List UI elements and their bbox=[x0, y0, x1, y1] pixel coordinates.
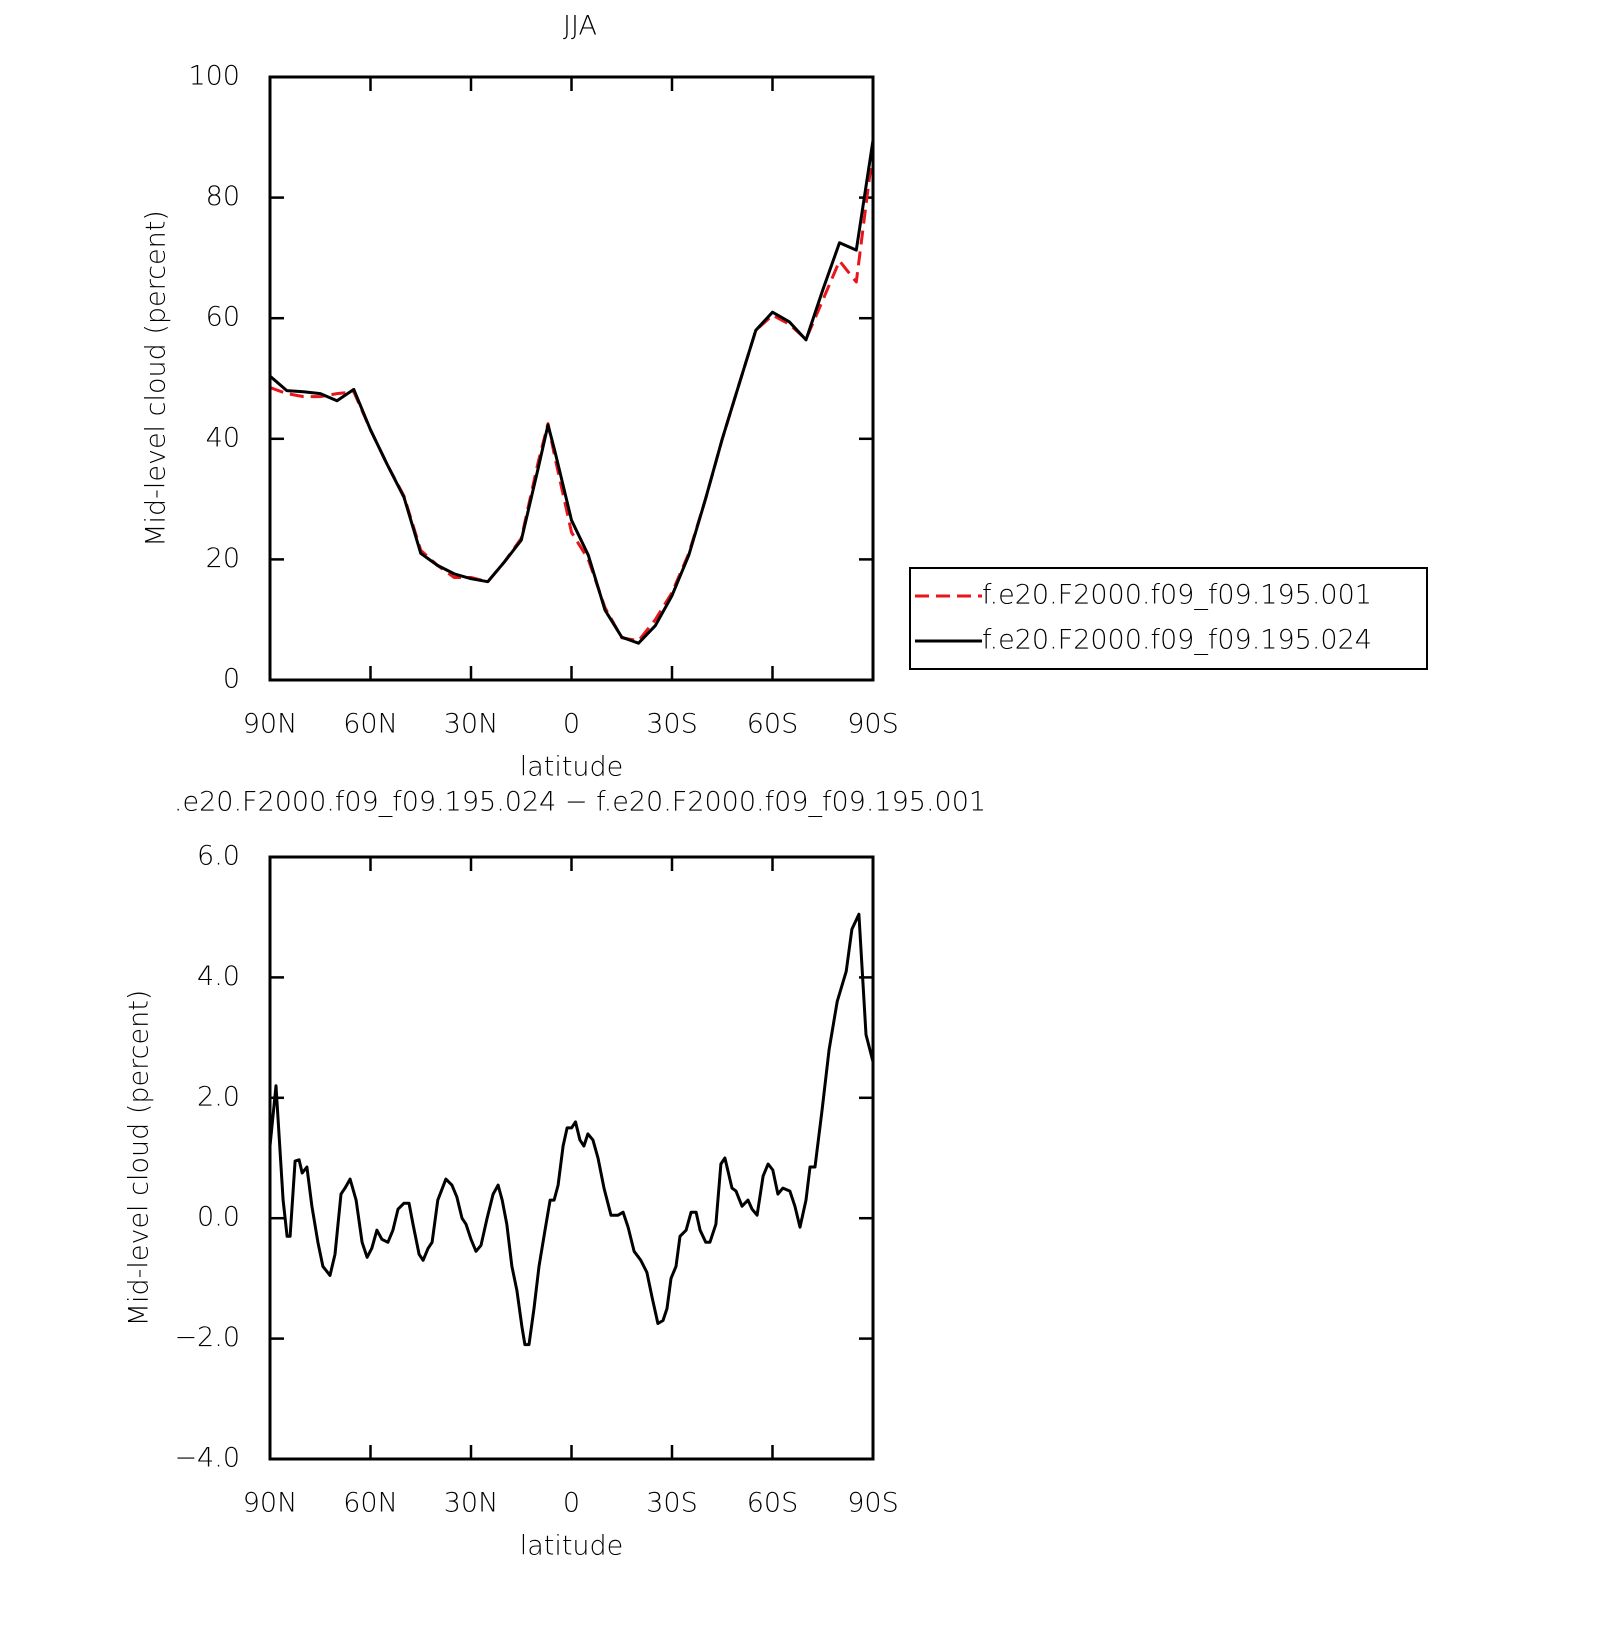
data-line bbox=[269, 140, 875, 645]
chart-title: .e20.F2000.f09_f09.195.024 − f.e20.F2000… bbox=[174, 787, 986, 818]
y-tick-label: −4.0 bbox=[174, 1443, 240, 1474]
x-tick-label: 60S bbox=[747, 709, 799, 740]
y-tick-label: 4.0 bbox=[197, 961, 240, 992]
legend-box bbox=[909, 567, 1428, 670]
y-axis-label: Mid-level cloud (percent) bbox=[141, 210, 172, 547]
legend-label: f.e20.F2000.f09_f09.195.024 bbox=[982, 625, 1372, 656]
y-tick-label: −2.0 bbox=[174, 1322, 240, 1353]
y-tick-label: 100 bbox=[188, 61, 240, 92]
legend-label: f.e20.F2000.f09_f09.195.001 bbox=[982, 580, 1372, 611]
y-tick-label: 40 bbox=[206, 422, 240, 453]
x-tick-label: 30S bbox=[646, 1488, 698, 1519]
data-line bbox=[268, 912, 875, 1347]
x-tick-label: 30S bbox=[646, 709, 698, 740]
x-tick-label: 60N bbox=[343, 709, 398, 740]
y-tick-label: 80 bbox=[206, 181, 240, 212]
x-tick-label: 0 bbox=[563, 1488, 580, 1519]
x-tick-label: 90S bbox=[847, 1488, 899, 1519]
x-tick-label: 30N bbox=[444, 709, 499, 740]
plot-frame bbox=[268, 75, 875, 682]
plot-frame bbox=[268, 855, 875, 1461]
x-axis-label: latitude bbox=[520, 1531, 624, 1562]
x-tick-label: 90N bbox=[243, 709, 298, 740]
x-tick-label: 0 bbox=[563, 709, 580, 740]
y-tick-label: 60 bbox=[206, 302, 240, 333]
data-line bbox=[269, 149, 875, 643]
y-tick-label: 20 bbox=[206, 543, 240, 574]
x-tick-label: 90S bbox=[847, 709, 899, 740]
x-tick-label: 90N bbox=[243, 1488, 298, 1519]
x-axis-label: latitude bbox=[520, 752, 624, 783]
y-axis-label: Mid-level cloud (percent) bbox=[124, 990, 155, 1327]
chart-title: JJA bbox=[563, 11, 597, 42]
y-tick-label: 6.0 bbox=[197, 841, 240, 872]
x-tick-label: 60N bbox=[343, 1488, 398, 1519]
x-tick-label: 60S bbox=[747, 1488, 799, 1519]
y-tick-label: 0 bbox=[223, 664, 240, 695]
y-tick-label: 0.0 bbox=[197, 1202, 240, 1233]
x-tick-label: 30N bbox=[444, 1488, 499, 1519]
y-tick-label: 2.0 bbox=[197, 1081, 240, 1112]
